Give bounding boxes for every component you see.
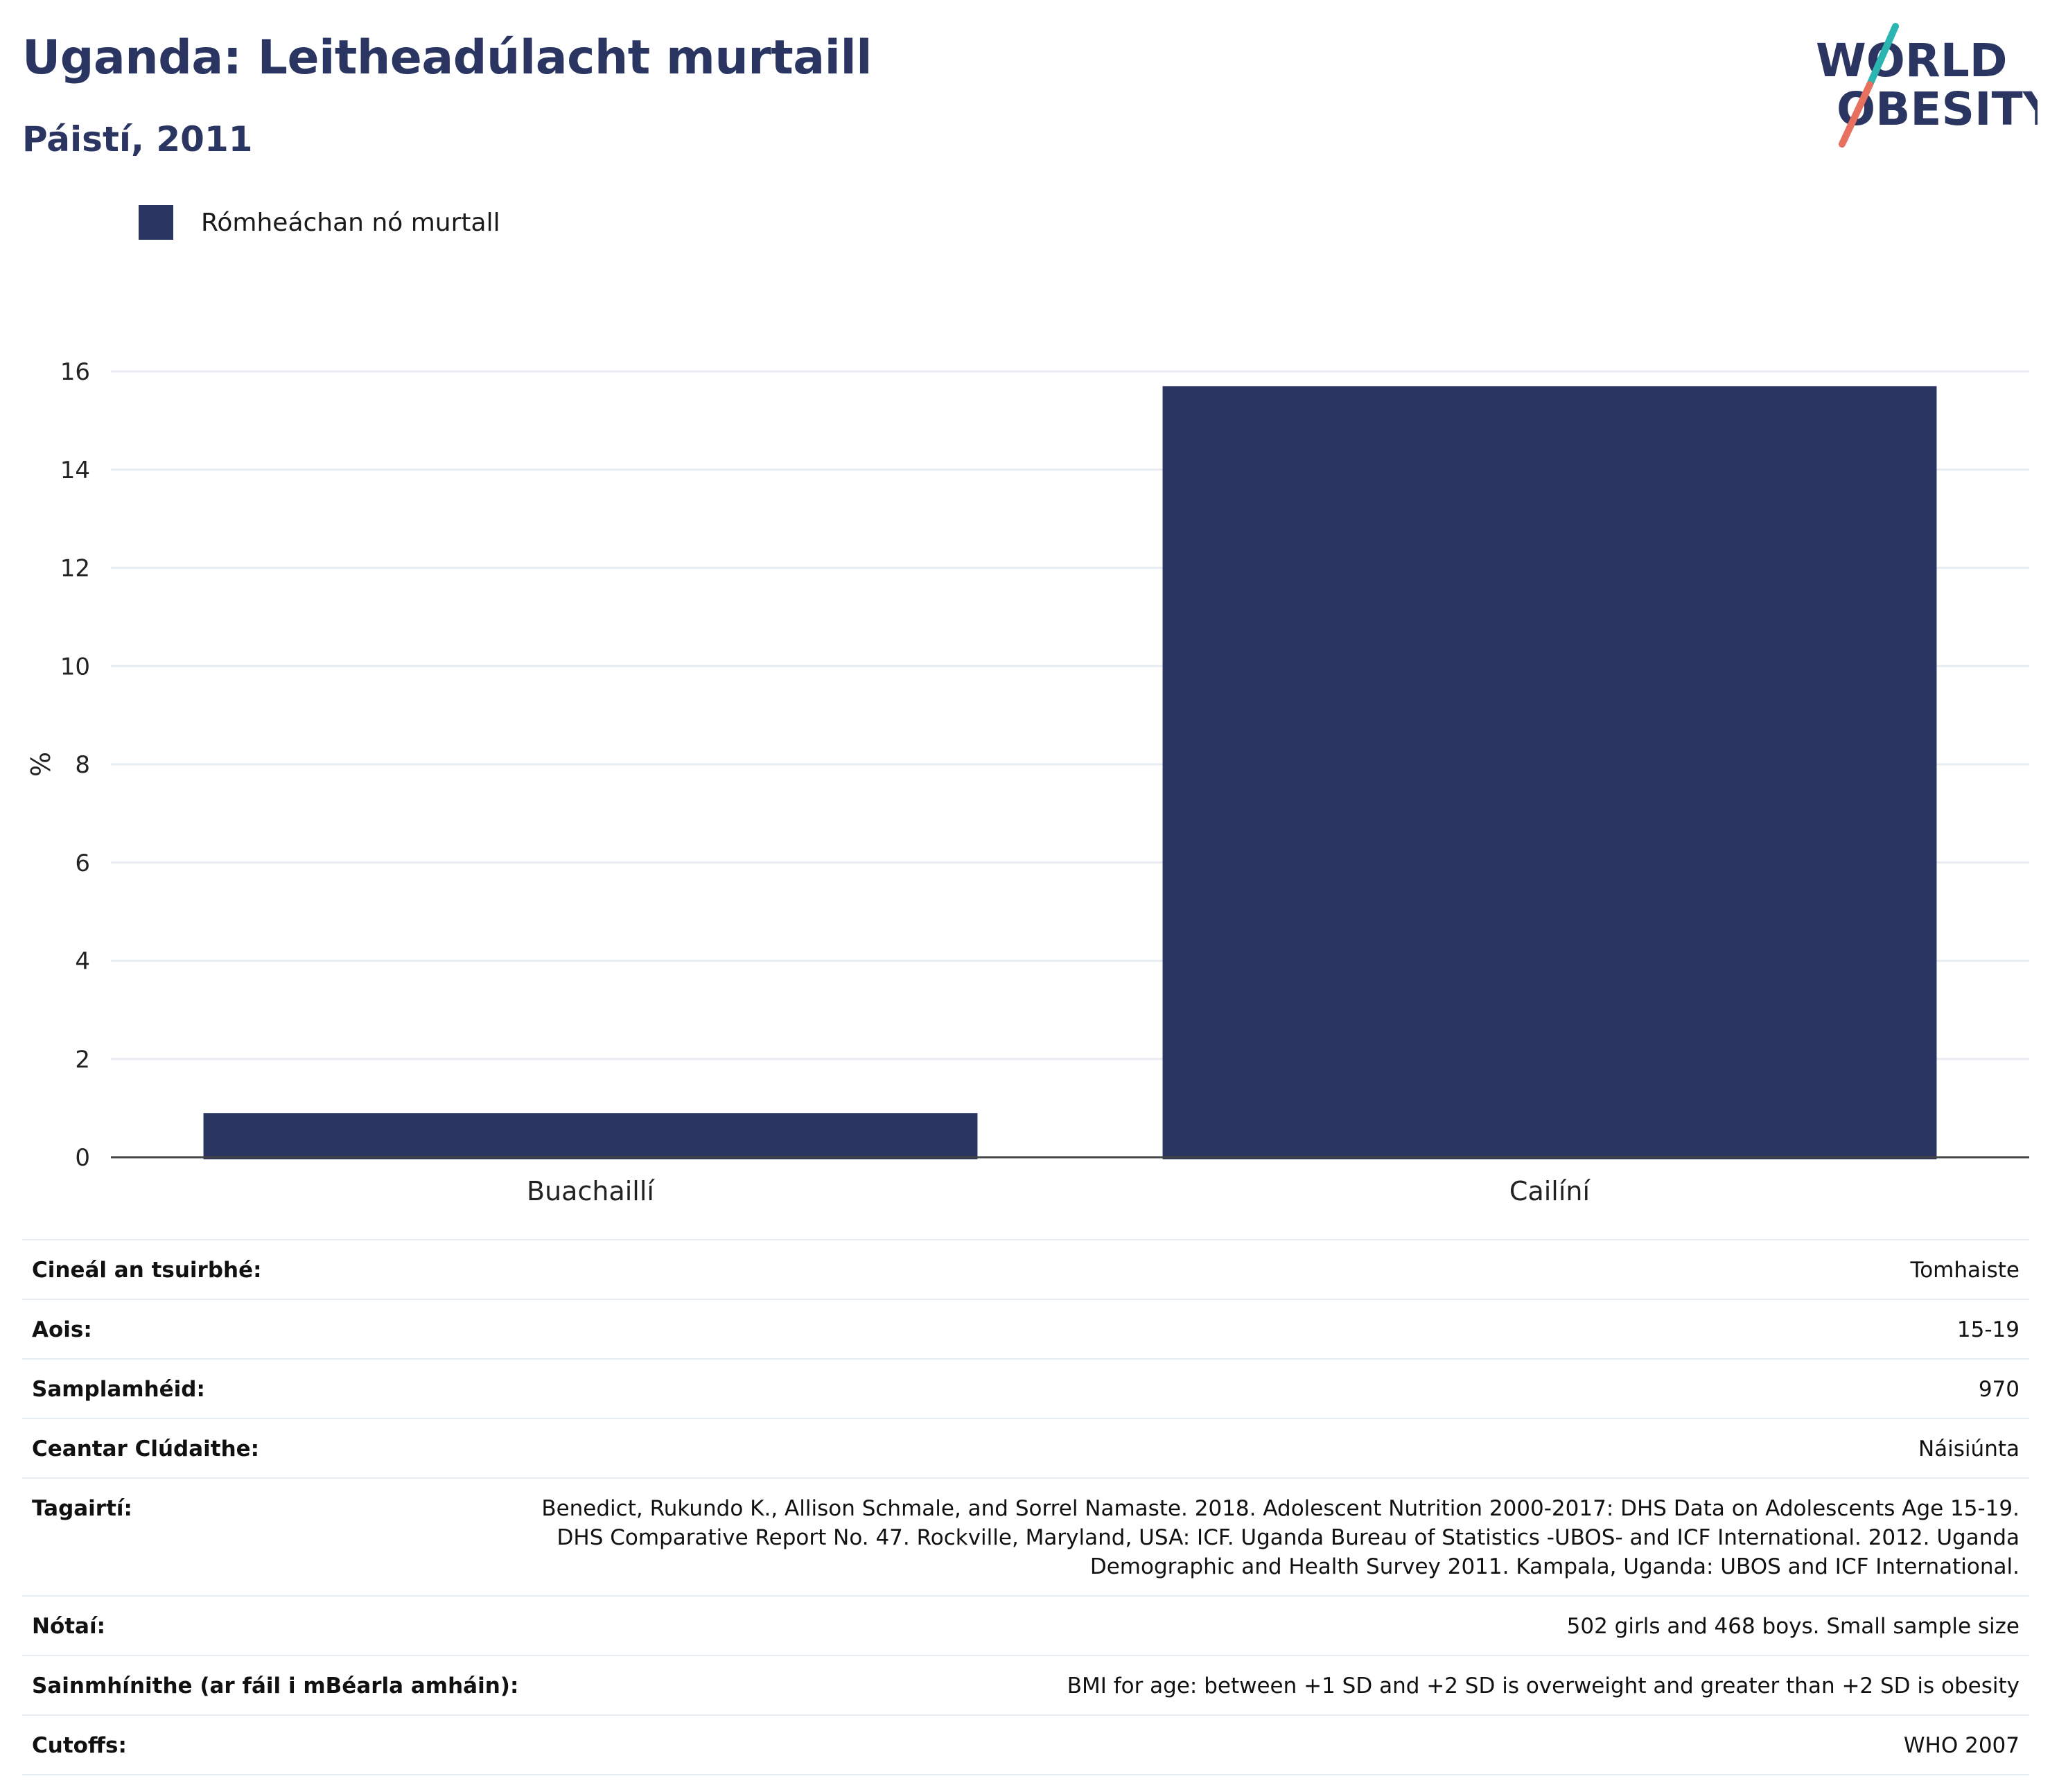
y-axis: 0 2 4 6 8 10 12 14 16 bbox=[60, 358, 90, 1172]
metadata-key: Samplamhéid: bbox=[32, 1377, 205, 1402]
x-category-label: Cailíní bbox=[1509, 1176, 1591, 1206]
metadata-key: Tagairtí: bbox=[32, 1496, 132, 1521]
chart-legend: Rómheáchan nó murtall bbox=[139, 205, 500, 240]
bars bbox=[203, 386, 1937, 1160]
bar-1[interactable] bbox=[1162, 386, 1937, 1160]
y-tick-label: 8 bbox=[75, 751, 90, 779]
metadata-row: Ceantar Clúdaithe: Náisiúnta bbox=[22, 1419, 2029, 1479]
bar-chart: 0 2 4 6 8 10 12 14 16 Buachaillí Cailíní % bbox=[26, 358, 2029, 1206]
logo-slash-top bbox=[1866, 23, 1899, 88]
metadata-value: BMI for age: between +1 SD and +2 SD is … bbox=[1067, 1674, 2020, 1698]
world-obesity-logo[interactable]: WORLD OBESITY bbox=[1802, 21, 2050, 152]
y-tick-label: 0 bbox=[75, 1144, 90, 1172]
y-tick-label: 12 bbox=[60, 555, 90, 583]
y-tick-label: 10 bbox=[60, 653, 90, 680]
logo-graphic: WORLD OBESITY bbox=[1816, 23, 2050, 148]
metadata-value: 970 bbox=[1978, 1377, 2020, 1402]
logo-text-obesity: OBESITY bbox=[1837, 82, 2038, 136]
metadata-key: Cutoffs: bbox=[32, 1733, 127, 1758]
metadata-value: Benedict, Rukundo K., Allison Schmale, a… bbox=[541, 1496, 2020, 1579]
metadata-row: Nótaí: 502 girls and 468 boys. Small samp… bbox=[22, 1597, 2029, 1656]
y-tick-label: 6 bbox=[75, 850, 90, 877]
metadata-key: Nótaí: bbox=[32, 1614, 106, 1639]
y-tick-label: 2 bbox=[75, 1046, 90, 1073]
y-tick-label: 14 bbox=[60, 457, 90, 484]
metadata-value: Tomhaiste bbox=[1910, 1258, 2020, 1283]
metadata-row: Samplamhéid: 970 bbox=[22, 1360, 2029, 1419]
y-tick-label: 16 bbox=[60, 358, 90, 386]
metadata-key: Sainmhínithe (ar fáil i mBéarla amháin): bbox=[32, 1674, 519, 1698]
metadata-row: Cutoffs: WHO 2007 bbox=[22, 1716, 2029, 1775]
metadata-value: WHO 2007 bbox=[1903, 1733, 2020, 1758]
metadata-table: Cineál an tsuirbhé: Tomhaiste Aois: 15-19 Sa… bbox=[22, 1239, 2029, 1775]
chart-title: Uganda: Leitheadúlacht murtaill bbox=[22, 30, 873, 85]
y-tick-label: 4 bbox=[75, 948, 90, 976]
chart-subtitle: Páistí, 2011 bbox=[22, 119, 253, 159]
metadata-value: Náisiúnta bbox=[1918, 1437, 2020, 1461]
metadata-row: Tagairtí: Benedict, Rukundo K., Allison S… bbox=[22, 1479, 2029, 1597]
metadata-key: Cineál an tsuirbhé: bbox=[32, 1258, 262, 1283]
metadata-key: Aois: bbox=[32, 1317, 92, 1342]
metadata-key: Ceantar Clúdaithe: bbox=[32, 1437, 260, 1461]
y-axis-label: % bbox=[26, 752, 56, 777]
x-axis: Buachaillí Cailíní bbox=[111, 1156, 2029, 1206]
logo-text-world: WORLD bbox=[1816, 34, 2008, 87]
metadata-value: 15-19 bbox=[1956, 1317, 2020, 1342]
x-category-label: Buachaillí bbox=[527, 1176, 655, 1206]
metadata-row: Cineál an tsuirbhé: Tomhaiste bbox=[22, 1240, 2029, 1300]
metadata-row: Aois: 15-19 bbox=[22, 1300, 2029, 1360]
metadata-value: 502 girls and 468 boys. Small sample siz… bbox=[1566, 1614, 2020, 1639]
logo-slash-bottom bbox=[1839, 81, 1873, 148]
legend-label: Rómheáchan nó murtall bbox=[201, 208, 500, 237]
metadata-row: Sainmhínithe (ar fáil i mBéarla amháin):… bbox=[22, 1656, 2029, 1716]
legend-swatch bbox=[139, 205, 173, 240]
bar-0[interactable] bbox=[203, 1113, 978, 1159]
